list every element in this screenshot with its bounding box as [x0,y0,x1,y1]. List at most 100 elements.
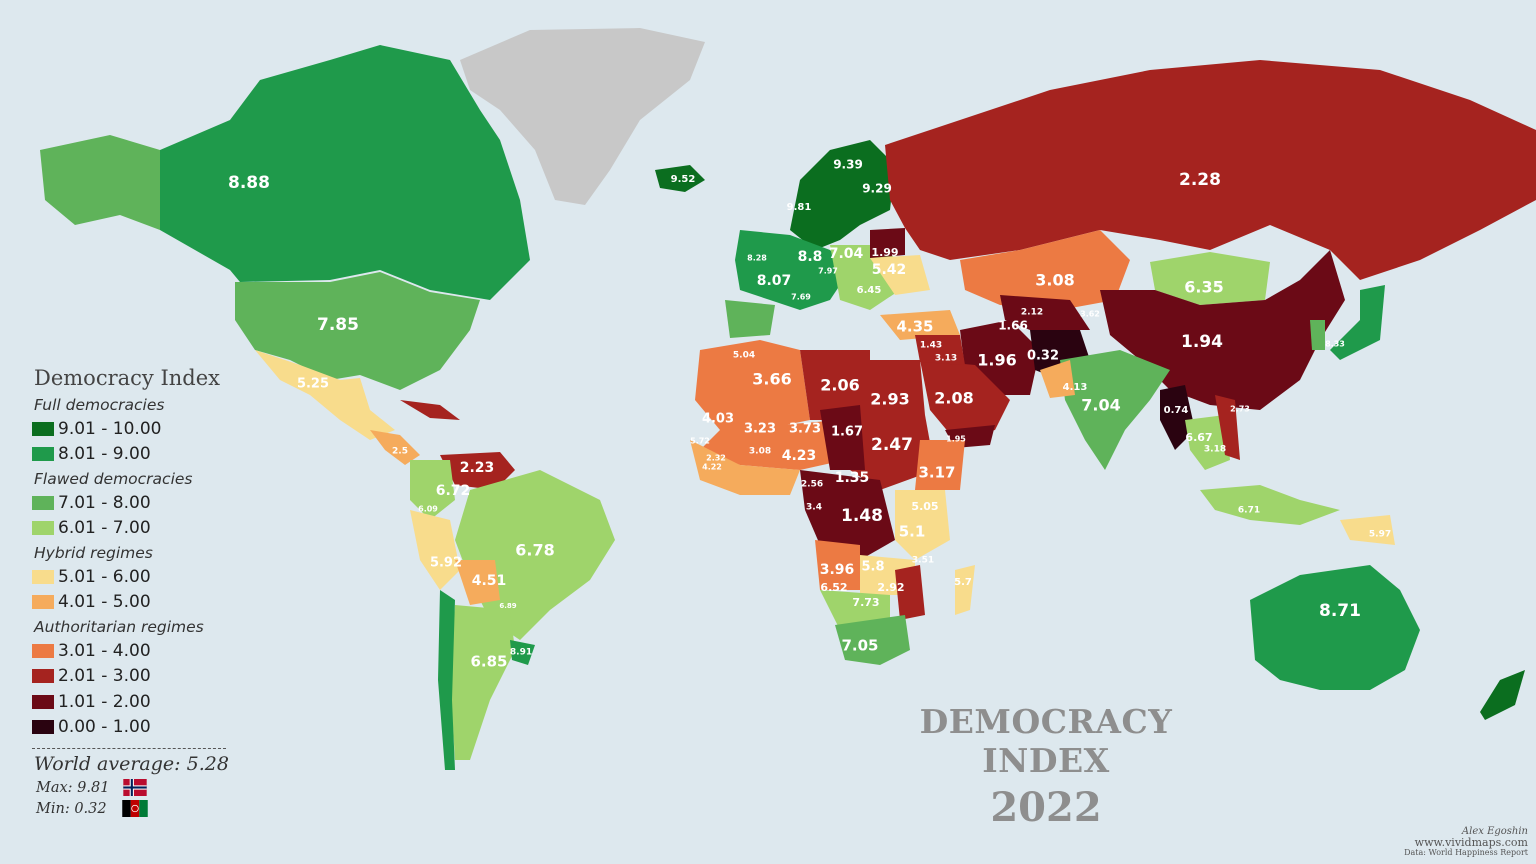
vietnam-shape [1215,395,1240,460]
legend-divider [32,748,226,749]
country-value-label: 2.23 [460,460,495,476]
country-value-label: 7.05 [841,637,878,655]
legend-range: 6.01 - 7.00 [58,518,151,539]
egypt-shape [870,360,925,415]
iberia-shape [725,300,775,338]
country-value-label: 1.95 [946,435,966,444]
russia-shape [885,60,1536,280]
saudi-arabia-shape [920,360,1010,440]
country-value-label: 3.62 [1080,310,1100,319]
angola-shape [815,540,860,590]
country-value-label: 2.08 [934,389,973,408]
korea-shape [1310,320,1325,350]
png-shape [1340,515,1395,545]
madagascar-shape [955,565,975,615]
country-value-label: 6.52 [820,581,847,594]
country-value-label: 5.72 [690,437,710,446]
legend-group-label: Flawed democracies [34,470,193,488]
central-asia-shape [1000,295,1090,330]
country-value-label: 4.51 [472,573,507,589]
legend-bin: 5.01 - 6.00 [32,564,238,590]
legend-bin: 7.01 - 8.00 [32,490,238,516]
venezuela-shape [440,452,515,490]
country-value-label: 8.71 [1319,601,1361,621]
country-value-label: 1.96 [977,351,1016,370]
country-value-label: 5.8 [861,560,884,575]
country-value-label: 2.73 [1230,405,1250,414]
country-labels: 2.28 8.88 7.85 9.52 9.39 9.29 9.81 8.8 8.07 7.04 5… [228,158,1391,671]
country-value-label: 7.97 [818,267,838,276]
country-value-label: 6.45 [857,285,882,296]
country-value-label: 3.08 [749,447,771,457]
legend-swatch [32,643,54,658]
country-value-label: 2.92 [877,581,904,594]
country-value-label: 8.33 [1325,340,1345,349]
legend-bin: 8.01 - 9.00 [32,442,238,468]
country-value-label: 1.35 [835,470,870,486]
chile-shape [438,590,455,770]
country-value-label: 5.92 [430,556,462,571]
country-value-label: 5.04 [733,351,755,361]
legend-range: 4.01 - 5.00 [58,592,151,613]
mexico-shape [255,350,395,440]
site-credit: www.vividmaps.com [1414,836,1528,849]
bolivia-shape [455,560,500,605]
source-credit: Data: World Happiness Report [1404,848,1528,858]
myanmar-shape [1160,385,1195,450]
japan-shape [1330,285,1385,360]
legend-range: 5.01 - 6.00 [58,566,151,587]
country-value-label: 2.47 [871,435,913,455]
legend-range: 3.01 - 4.00 [58,640,151,661]
country-value-label: 3.66 [752,370,791,389]
country-value-label: 8.28 [747,254,767,263]
legend-range: 8.01 - 9.00 [58,444,151,465]
title-year: 2022 [990,784,1102,831]
country-value-label: 3.23 [744,422,776,437]
country-value-label: 6.35 [1184,278,1223,297]
se-asia-shape [1185,415,1230,470]
country-value-label: 7.04 [829,246,864,262]
indonesia-shape [1200,485,1340,525]
max-label: Max: 9.81 [36,779,110,796]
usa-shape [235,272,480,390]
country-value-label: 8.8 [798,249,823,265]
legend-swatch [32,495,54,510]
country-value-label: 1.43 [920,341,942,351]
min-label: Min: 0.32 [36,800,107,817]
map-title: DEMOCRACY INDEX 2022 [876,702,1216,831]
country-value-label: 8.07 [757,273,792,289]
legend-range: 1.01 - 2.00 [58,691,151,712]
central-africa-shape [800,470,895,560]
country-value-label: 9.29 [862,182,892,196]
legend-bin: 9.01 - 10.00 [32,416,238,442]
country-value-label: 1.94 [1181,332,1223,352]
country-value-label: 4.03 [702,412,734,427]
country-value-label: 2.28 [1179,170,1221,190]
pakistan-shape [1040,360,1075,398]
country-value-label: 6.72 [436,483,471,499]
country-value-label: 0.32 [1027,349,1059,364]
legend-swatch [32,720,54,735]
country-value-label: 5.7 [954,577,972,588]
legend-range: 9.01 - 10.00 [58,418,162,439]
country-value-label: 2.93 [870,390,909,409]
country-value-label: 1.99 [871,246,898,259]
sahel-shape [700,420,845,470]
country-value-label: 6.67 [1185,431,1212,444]
country-value-label: 6.85 [470,653,507,671]
country-value-label: 3.18 [1204,445,1226,455]
libya-shape [800,350,870,420]
min-row: Min: 0.32 [36,800,238,817]
country-value-label: 7.73 [852,596,879,609]
country-value-label: 9.39 [833,158,863,172]
chad-shape [820,405,865,470]
new-zealand-shape [1480,670,1525,720]
legend-swatch [32,447,54,462]
legend-bin: 6.01 - 7.00 [32,516,238,542]
max-row: Max: 9.81 [36,779,238,796]
country-value-label: 2.5 [392,447,408,457]
legend: Democracy Index Full democracies 9.01 - 1… [28,366,238,817]
western-europe-shape [735,230,850,310]
title-line-1: DEMOCRACY INDEX [919,702,1173,780]
